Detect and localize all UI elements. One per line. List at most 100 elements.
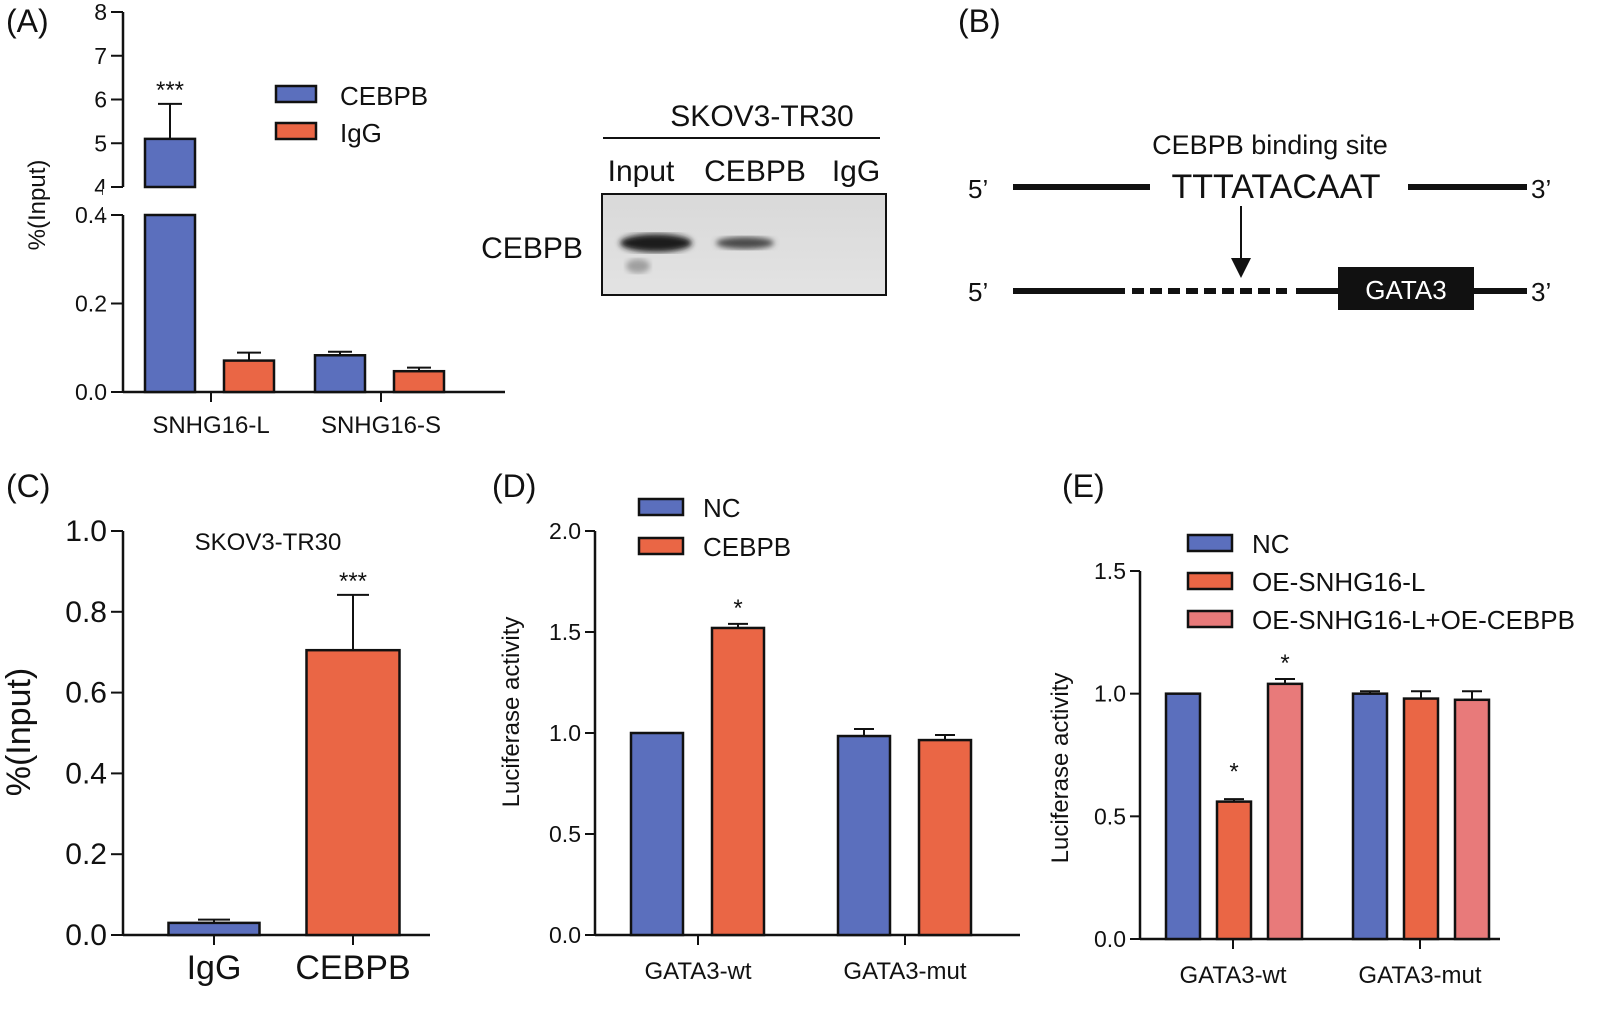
c-category-label: CEBPB bbox=[295, 949, 410, 987]
e-bar-nc-gata3-mut bbox=[1351, 692, 1389, 941]
e-legend-label-oe-snhg16-l: OE-SNHG16-L bbox=[1252, 567, 1425, 597]
top-strand-5prime: 5’ bbox=[968, 174, 988, 204]
c-ytick-label: 1.0 bbox=[65, 515, 107, 548]
panel-label-a: (A) bbox=[6, 3, 49, 39]
a-legend-swatch-cebpb bbox=[274, 84, 318, 104]
e-category-label: GATA3-mut bbox=[1358, 962, 1481, 989]
e-ytick-label: 0.0 bbox=[1094, 926, 1126, 952]
c-y-axis-title: %(Input) bbox=[0, 668, 38, 797]
chart-d-luciferase: 0.0 0.5 1.0 1.5 2.0 Luciferase activity GATA3-… bbox=[498, 493, 1020, 985]
d-ytick-label: 0.0 bbox=[549, 922, 581, 948]
d-ytick-label: 1.0 bbox=[549, 720, 581, 746]
e-significance-label: * bbox=[1229, 759, 1238, 786]
e-legend-swatch-oe-snhg16-l bbox=[1186, 571, 1234, 591]
d-bar-nc-gata3-mut bbox=[836, 734, 892, 937]
a-ytick-label: 0.0 bbox=[75, 379, 107, 405]
schematic-title: CEBPB binding site bbox=[1152, 130, 1388, 160]
a-legend-label-cebpb: CEBPB bbox=[340, 81, 428, 111]
a-ytick-label: 8 bbox=[94, 0, 107, 25]
e-ytick-label: 0.5 bbox=[1094, 803, 1126, 829]
c-significance-label: *** bbox=[339, 568, 367, 595]
panel-label-e: (E) bbox=[1062, 468, 1105, 504]
blot-lane-igg: IgG bbox=[832, 155, 880, 188]
binding-site-schematic: CEBPB binding site TTTATACAAT 5’ 3’ 5’ G… bbox=[968, 130, 1551, 310]
binding-arrow-head bbox=[1231, 258, 1251, 278]
blot-cell-line-label: SKOV3-TR30 bbox=[670, 100, 853, 133]
e-ytick-label: 1.0 bbox=[1094, 681, 1126, 707]
e-y-axis-title: Luciferase activity bbox=[1047, 673, 1074, 864]
c-ytick-label: 0.0 bbox=[65, 919, 107, 952]
d-legend-label-nc: NC bbox=[703, 493, 741, 523]
d-category-label: GATA3-wt bbox=[644, 958, 751, 985]
a-ytick-label: 0.4 bbox=[75, 202, 107, 228]
bottom-strand-5prime: 5’ bbox=[968, 277, 988, 307]
d-bar-cebpb-gata3-mut bbox=[917, 738, 973, 937]
e-bar-oe-snhg16-l-gata3-wt bbox=[1215, 800, 1253, 941]
e-legend-label-oe-snhg16-l-oe-cebpb: OE-SNHG16-L+OE-CEBPB bbox=[1252, 605, 1575, 635]
gata3-gene-box bbox=[1338, 267, 1474, 310]
d-category-label: GATA3-mut bbox=[843, 958, 966, 985]
c-ytick-label: 0.8 bbox=[65, 596, 107, 629]
a-bar-cebpb-snhg16-l-upper bbox=[143, 137, 197, 189]
c-category-label: IgG bbox=[187, 949, 242, 987]
e-ytick-label: 1.5 bbox=[1094, 558, 1126, 584]
a-legend-swatch-igg bbox=[274, 121, 318, 141]
e-legend-label-nc: NC bbox=[1252, 529, 1290, 559]
blot-band-input-smear bbox=[626, 259, 650, 273]
a-bar-igg-snhg16-s bbox=[392, 369, 446, 394]
top-strand-3prime: 3’ bbox=[1531, 174, 1551, 204]
c-bar-cebpb bbox=[305, 648, 401, 937]
e-significance-label: * bbox=[1280, 650, 1289, 677]
d-significance-label: * bbox=[733, 595, 742, 622]
e-bar-oe-snhg16-l-oe-cebpb-gata3-wt bbox=[1266, 682, 1304, 941]
a-bar-cebpb-snhg16-s bbox=[313, 354, 367, 394]
a-category-label: SNHG16-L bbox=[152, 412, 269, 439]
panel-label-b: (B) bbox=[958, 3, 1001, 39]
a-ytick-label: 0.2 bbox=[75, 291, 107, 317]
c-ytick-label: 0.6 bbox=[65, 677, 107, 710]
c-ytick-label: 0.4 bbox=[65, 757, 107, 790]
e-bar-oe-snhg16-l-oe-cebpb-gata3-mut bbox=[1453, 698, 1491, 941]
d-ytick-label: 0.5 bbox=[549, 821, 581, 847]
a-axis-break-gap bbox=[103, 189, 201, 213]
d-legend-label-cebpb: CEBPB bbox=[703, 532, 791, 562]
a-ytick-label: 5 bbox=[94, 130, 107, 156]
chart-c-enrichment: 0.0 0.2 0.4 0.6 0.8 1.0 %(Input) SKOV3-TR30 IgG C… bbox=[0, 515, 430, 987]
a-significance-label: *** bbox=[156, 77, 184, 104]
chart-a-enrichment: 456780.00.20.4%(Input)SNHG16-L***SNHG16-… bbox=[24, 0, 505, 439]
binding-sequence: TTTATACAAT bbox=[1171, 168, 1380, 206]
d-y-axis-title: Luciferase activity bbox=[498, 617, 525, 808]
c-bar-igg bbox=[167, 921, 261, 937]
a-legend-label-igg: IgG bbox=[340, 118, 382, 148]
a-bar-cebpb-snhg16-l-lower bbox=[143, 213, 197, 394]
a-ytick-label: 6 bbox=[94, 87, 107, 113]
a-bar-igg-snhg16-l bbox=[222, 359, 276, 394]
chart-e-luciferase: 0.0 0.5 1.0 1.5 Luciferase activity GATA3-wt *… bbox=[1047, 529, 1575, 989]
e-legend-swatch-oe-snhg16-l-oe-cebpb bbox=[1186, 609, 1234, 629]
d-ytick-label: 1.5 bbox=[549, 619, 581, 645]
d-legend-swatch-cebpb bbox=[637, 536, 685, 556]
e-bar-oe-snhg16-l-gata3-mut bbox=[1402, 697, 1440, 941]
e-bar-nc-gata3-wt bbox=[1164, 692, 1202, 941]
panel-label-d: (D) bbox=[492, 468, 536, 504]
bottom-strand-3prime: 3’ bbox=[1531, 277, 1551, 307]
d-legend-swatch-nc bbox=[637, 497, 685, 517]
c-chart-title: SKOV3-TR30 bbox=[195, 529, 342, 556]
d-bar-nc-gata3-wt bbox=[629, 731, 685, 937]
gata3-gene-label: GATA3 bbox=[1365, 275, 1446, 305]
a-category-label: SNHG16-S bbox=[321, 412, 441, 439]
a-y-axis-title: %(Input) bbox=[24, 160, 51, 251]
a-ytick-label: 7 bbox=[94, 43, 107, 69]
blot-band-cebpb bbox=[716, 237, 774, 249]
western-blot: SKOV3-TR30 Input CEBPB IgG CEBPB bbox=[481, 100, 887, 296]
d-ytick-label: 2.0 bbox=[549, 518, 581, 544]
blot-row-label: CEBPB bbox=[481, 232, 583, 265]
blot-lane-input: Input bbox=[608, 155, 675, 188]
d-bar-cebpb-gata3-wt bbox=[710, 626, 766, 937]
c-ytick-label: 0.2 bbox=[65, 838, 107, 871]
blot-lane-cebpb: CEBPB bbox=[704, 155, 806, 188]
panel-label-c: (C) bbox=[6, 468, 50, 504]
blot-band-input bbox=[620, 234, 692, 252]
e-category-label: GATA3-wt bbox=[1179, 962, 1286, 989]
